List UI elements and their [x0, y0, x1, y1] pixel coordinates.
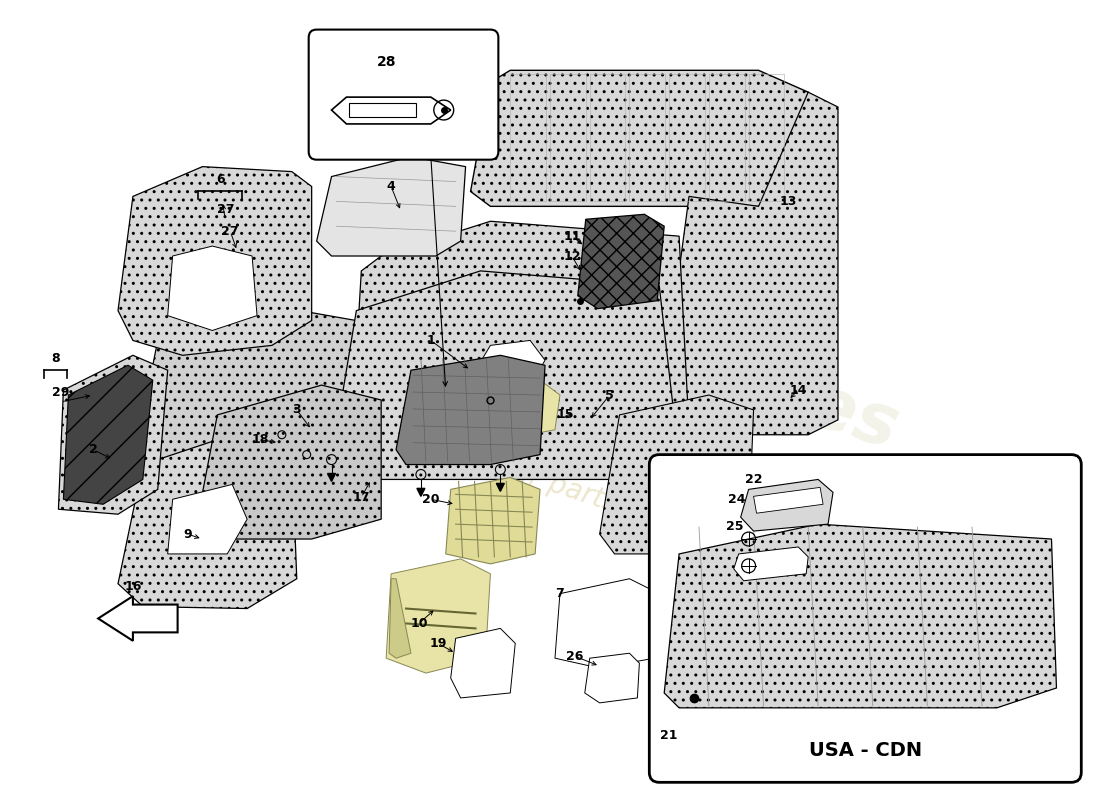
Text: 13: 13 — [705, 690, 723, 702]
Polygon shape — [659, 92, 838, 434]
Text: 1: 1 — [427, 334, 436, 347]
Polygon shape — [740, 479, 833, 531]
Text: 24: 24 — [728, 493, 746, 506]
Text: 17: 17 — [353, 491, 370, 504]
Polygon shape — [734, 547, 808, 581]
Text: 14: 14 — [790, 383, 807, 397]
Text: 27: 27 — [217, 203, 234, 216]
Text: 10: 10 — [410, 617, 428, 630]
Text: 27: 27 — [221, 225, 239, 238]
Polygon shape — [167, 485, 248, 554]
Text: 2: 2 — [89, 443, 98, 456]
Polygon shape — [64, 366, 153, 504]
Polygon shape — [475, 341, 544, 390]
Polygon shape — [198, 385, 382, 539]
Polygon shape — [578, 214, 664, 309]
Polygon shape — [481, 380, 560, 440]
Polygon shape — [585, 654, 639, 703]
Polygon shape — [351, 222, 689, 454]
Polygon shape — [389, 578, 411, 658]
Polygon shape — [118, 166, 311, 355]
Text: 12: 12 — [563, 250, 581, 262]
Polygon shape — [664, 524, 1056, 708]
Text: 11: 11 — [563, 230, 581, 242]
Polygon shape — [451, 629, 515, 698]
Text: 25: 25 — [726, 520, 744, 533]
Polygon shape — [471, 70, 808, 206]
Polygon shape — [446, 478, 540, 564]
Polygon shape — [328, 474, 336, 482]
Text: a passion for parts since 1985: a passion for parts since 1985 — [366, 411, 773, 567]
Polygon shape — [386, 559, 491, 673]
Text: 29: 29 — [52, 386, 69, 398]
Text: 4: 4 — [387, 180, 396, 193]
Polygon shape — [417, 488, 425, 496]
Text: 28: 28 — [376, 55, 396, 70]
Text: 26: 26 — [566, 650, 583, 662]
Text: 20: 20 — [422, 493, 440, 506]
Polygon shape — [600, 395, 754, 554]
Text: 7: 7 — [556, 587, 564, 600]
Polygon shape — [133, 306, 372, 490]
Polygon shape — [317, 157, 465, 256]
Text: 18: 18 — [251, 434, 268, 446]
Text: 9: 9 — [184, 527, 191, 541]
FancyArrow shape — [98, 596, 177, 641]
FancyBboxPatch shape — [309, 30, 498, 160]
Text: 6: 6 — [216, 173, 224, 186]
Text: 19: 19 — [429, 637, 447, 650]
Text: eurospares: eurospares — [451, 257, 908, 464]
Polygon shape — [118, 434, 297, 609]
Polygon shape — [496, 483, 504, 491]
Polygon shape — [556, 578, 659, 668]
Text: 16: 16 — [124, 580, 142, 593]
Polygon shape — [754, 487, 823, 514]
Polygon shape — [167, 246, 257, 330]
Text: 3: 3 — [293, 403, 301, 417]
FancyBboxPatch shape — [649, 454, 1081, 782]
Polygon shape — [396, 355, 544, 465]
Text: 8: 8 — [51, 352, 59, 365]
Text: 5: 5 — [605, 389, 614, 402]
Text: 21: 21 — [660, 729, 678, 742]
Text: 15: 15 — [557, 408, 573, 422]
Polygon shape — [331, 271, 679, 479]
Polygon shape — [58, 355, 167, 514]
Text: 22: 22 — [745, 473, 762, 486]
Text: 23: 23 — [726, 547, 744, 561]
Text: 13: 13 — [780, 195, 798, 208]
Text: USA - CDN: USA - CDN — [808, 741, 922, 760]
